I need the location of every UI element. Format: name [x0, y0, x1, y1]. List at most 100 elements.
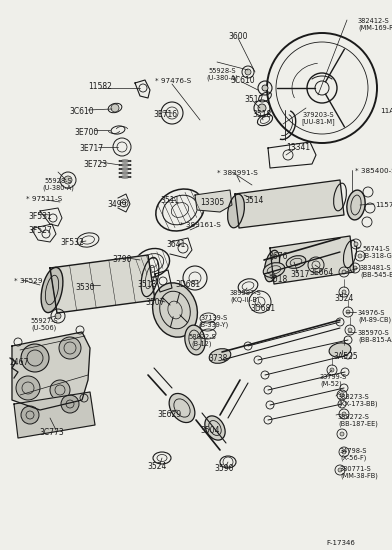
Text: 383481-S
(BB-545-EU): 383481-S (BB-545-EU) [360, 265, 392, 278]
Circle shape [61, 395, 79, 413]
Text: * 389161-S: * 389161-S [180, 222, 220, 228]
Text: 3A525: 3A525 [334, 352, 358, 361]
Ellipse shape [185, 325, 205, 355]
Circle shape [342, 290, 346, 294]
Circle shape [111, 104, 119, 112]
Text: 3514: 3514 [244, 196, 264, 205]
Text: 379203-S
[UU-81-M]: 379203-S [UU-81-M] [301, 112, 335, 125]
Circle shape [64, 176, 72, 184]
Text: 3F527: 3F527 [28, 226, 52, 235]
Text: 55928-S
(U-380-A): 55928-S (U-380-A) [206, 68, 238, 81]
Text: 55927-S
(U-506): 55927-S (U-506) [30, 318, 58, 331]
Polygon shape [50, 255, 155, 313]
Circle shape [342, 348, 346, 352]
Text: 3E717: 3E717 [79, 144, 103, 153]
Text: 3517: 3517 [290, 270, 310, 279]
Text: 56741-S
(B-318-GR): 56741-S (B-318-GR) [362, 246, 392, 259]
Text: 55928-S
(U-380-A): 55928-S (U-380-A) [42, 178, 74, 191]
Text: 382412-S
(MM-169-RA): 382412-S (MM-169-RA) [358, 18, 392, 31]
Text: 3E723: 3E723 [83, 160, 107, 169]
Text: 3513: 3513 [137, 280, 157, 289]
Text: 34976-S
(M-89-CB): 34976-S (M-89-CB) [358, 310, 391, 323]
Text: 11582: 11582 [88, 82, 112, 91]
Ellipse shape [263, 263, 285, 277]
Circle shape [245, 69, 251, 75]
Text: 3518: 3518 [252, 110, 272, 119]
Ellipse shape [152, 283, 198, 337]
Text: 58822-S
(B-12): 58822-S (B-12) [188, 334, 216, 347]
Circle shape [340, 393, 344, 397]
Text: 3E716: 3E716 [153, 110, 177, 119]
Circle shape [262, 85, 268, 91]
Text: 33799-S
(M-52): 33799-S (M-52) [320, 374, 347, 387]
Text: 3590: 3590 [214, 464, 234, 473]
Circle shape [354, 242, 358, 246]
Text: * 97511-S: * 97511-S [26, 196, 62, 202]
Text: 3504: 3504 [200, 426, 220, 435]
Text: 3524: 3524 [147, 462, 167, 471]
Text: 13341: 13341 [286, 143, 310, 152]
Circle shape [358, 254, 362, 258]
Text: 3507: 3507 [145, 298, 165, 307]
Ellipse shape [264, 250, 279, 282]
Ellipse shape [347, 190, 365, 220]
Circle shape [50, 380, 70, 400]
Text: 3E664: 3E664 [310, 268, 334, 277]
Text: 34798-S
(X-56-F): 34798-S (X-56-F) [340, 448, 367, 461]
Circle shape [342, 450, 346, 454]
Ellipse shape [209, 349, 231, 364]
Text: 385970-S
(BB-815-AA): 385970-S (BB-815-AA) [358, 330, 392, 343]
Text: 3C610: 3C610 [230, 76, 255, 85]
Polygon shape [12, 332, 90, 410]
Ellipse shape [329, 343, 351, 357]
Text: 13305: 13305 [200, 198, 224, 207]
Circle shape [346, 310, 350, 314]
Circle shape [59, 337, 81, 359]
Text: 3518: 3518 [269, 275, 288, 284]
Text: 3D681: 3D681 [250, 304, 276, 313]
Text: * 383991-S: * 383991-S [216, 170, 258, 176]
Circle shape [258, 104, 266, 112]
Text: * 97476-S: * 97476-S [155, 78, 191, 84]
Circle shape [21, 344, 49, 372]
Text: 37139-S
(B-339-Y): 37139-S (B-339-Y) [199, 315, 229, 328]
Circle shape [340, 432, 344, 436]
Text: 3E700: 3E700 [75, 128, 99, 137]
Polygon shape [270, 236, 354, 284]
Text: F-17346: F-17346 [326, 540, 355, 546]
Text: 3641: 3641 [166, 240, 186, 249]
Polygon shape [235, 180, 344, 228]
Text: * 3F529: * 3F529 [14, 278, 42, 284]
Text: 3D681: 3D681 [176, 280, 201, 289]
Text: 3C610: 3C610 [70, 107, 94, 116]
Text: 3790: 3790 [112, 255, 132, 264]
Circle shape [348, 328, 352, 332]
Text: 3499: 3499 [107, 200, 127, 209]
Circle shape [16, 376, 40, 400]
Text: 3738: 3738 [208, 354, 228, 363]
Text: 3C773: 3C773 [40, 428, 64, 437]
Ellipse shape [169, 393, 195, 422]
Polygon shape [14, 392, 95, 438]
Ellipse shape [228, 194, 245, 228]
Text: 3530: 3530 [75, 283, 95, 292]
Text: 3E629: 3E629 [157, 410, 181, 419]
Ellipse shape [205, 416, 225, 440]
Text: 2467: 2467 [10, 358, 29, 367]
Ellipse shape [41, 267, 63, 312]
Text: 389587-S
(KQ-III-B): 389587-S (KQ-III-B) [229, 290, 261, 303]
Circle shape [342, 412, 346, 416]
Text: 11572: 11572 [375, 202, 392, 208]
Ellipse shape [286, 256, 306, 268]
Text: 3511: 3511 [160, 196, 180, 205]
Text: 3676: 3676 [268, 252, 288, 261]
Circle shape [342, 270, 346, 274]
Circle shape [55, 313, 61, 319]
Text: 380771-S
(MM-38-FB): 380771-S (MM-38-FB) [340, 466, 378, 479]
Text: * 385400-S: * 385400-S [355, 168, 392, 174]
Circle shape [21, 406, 39, 424]
Text: 3F532: 3F532 [60, 238, 84, 247]
Circle shape [338, 468, 342, 472]
Text: 388273-S
(KX-173-BB): 388273-S (KX-173-BB) [338, 394, 377, 407]
Text: 3517: 3517 [244, 95, 264, 104]
